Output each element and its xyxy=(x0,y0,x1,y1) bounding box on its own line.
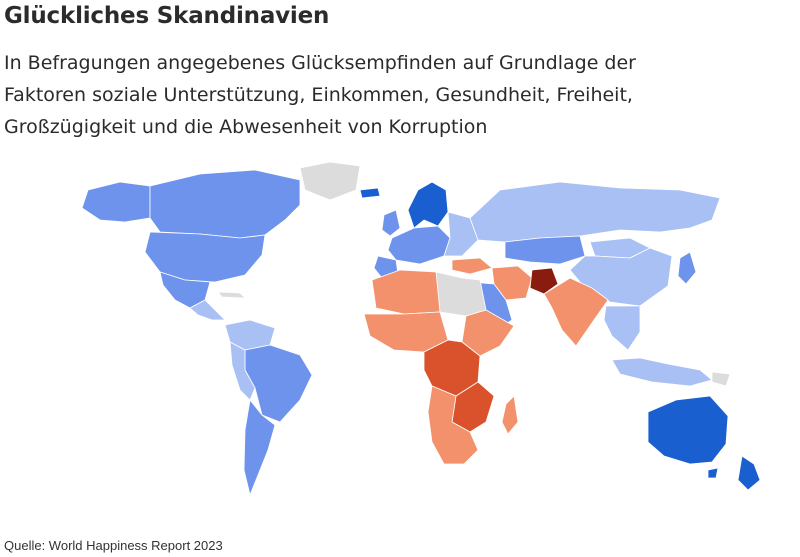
map-scandinavia xyxy=(407,181,449,229)
map-libya-egypt xyxy=(435,271,487,317)
source-note: Quelle: World Happiness Report 2023 xyxy=(4,538,223,553)
map-russia xyxy=(469,181,721,243)
map-australia xyxy=(647,395,729,465)
world-map xyxy=(81,161,761,496)
map-new-zealand xyxy=(737,455,761,491)
map-cuba xyxy=(217,291,246,299)
map-southeast-asia xyxy=(603,305,641,351)
map-canada xyxy=(149,169,301,239)
map-southern-africa xyxy=(427,385,479,465)
map-turkey xyxy=(451,257,493,275)
map-iceland xyxy=(359,187,381,199)
map-kazakhstan xyxy=(504,235,586,265)
map-alaska xyxy=(81,181,151,223)
map-madagascar xyxy=(501,395,519,435)
map-greenland xyxy=(299,161,361,201)
map-png xyxy=(711,371,731,387)
map-afghanistan xyxy=(529,267,559,295)
map-usa xyxy=(144,231,266,283)
map-tasmania xyxy=(707,467,719,479)
map-central-america xyxy=(189,299,226,321)
map-argentina-chile xyxy=(243,399,276,496)
map-peru-bolivia xyxy=(229,341,256,401)
map-japan xyxy=(677,251,697,285)
map-western-europe xyxy=(387,225,451,265)
map-uk-ireland xyxy=(381,209,401,237)
chart-title: Glückliches Skandinavien xyxy=(4,3,330,29)
map-india xyxy=(543,277,609,347)
map-indonesia xyxy=(611,357,713,387)
chart-subtitle: In Befragungen angegebenes Glücksempfind… xyxy=(4,52,636,138)
